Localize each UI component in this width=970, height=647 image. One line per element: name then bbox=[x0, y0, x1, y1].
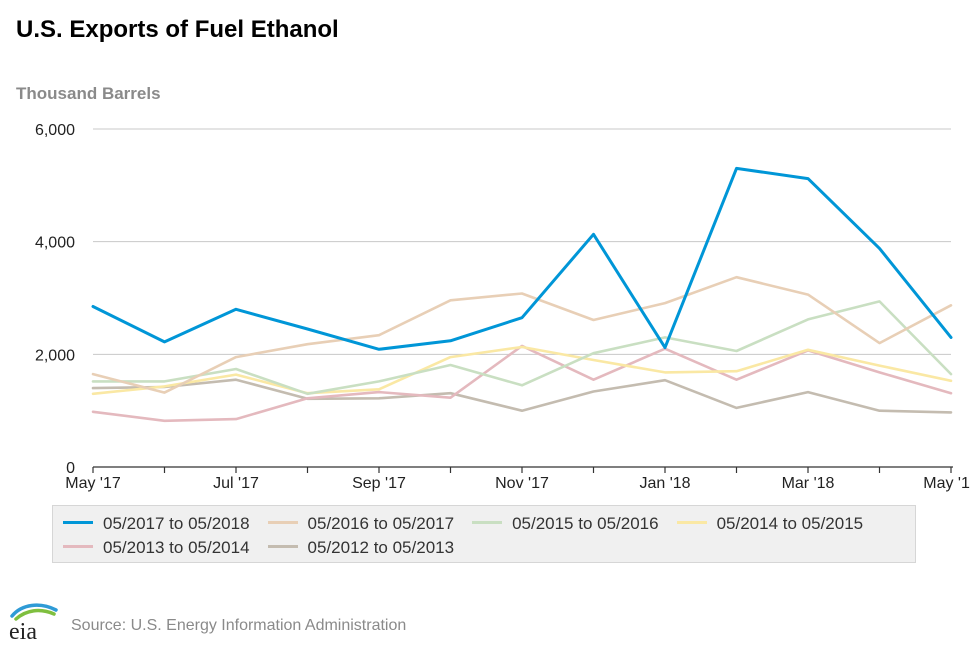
line-chart: 0 2,000 4,000 6,000 May '17 Jul '17 Sep '17 Nov… bbox=[35, 122, 970, 492]
x-tick-label: May '18 bbox=[923, 475, 970, 492]
series-lines bbox=[91, 166, 953, 423]
y-axis-units-label: Thousand Barrels bbox=[16, 84, 161, 103]
series-line bbox=[91, 300, 953, 396]
eia-logo-icon: eia bbox=[9, 603, 58, 642]
legend-label: 05/2015 to 05/2016 bbox=[512, 514, 659, 533]
legend-swatch bbox=[676, 521, 707, 525]
x-tick-label: Nov '17 bbox=[495, 475, 549, 492]
legend-swatch bbox=[472, 521, 503, 525]
x-tick-label: Jan '18 bbox=[639, 475, 690, 492]
legend-label: 05/2016 to 05/2017 bbox=[307, 514, 455, 533]
legend-swatch bbox=[267, 545, 298, 549]
source-note: Source: U.S. Energy Information Administ… bbox=[71, 617, 407, 634]
svg-text:eia: eia bbox=[9, 619, 37, 642]
grid-lines bbox=[93, 128, 951, 355]
series-line bbox=[91, 166, 953, 351]
series-line bbox=[91, 345, 953, 396]
chart-legend: 05/2017 to 05/2018 05/2016 to 05/2017 05/2… bbox=[52, 505, 916, 563]
legend-label: 05/2012 to 05/2013 bbox=[307, 538, 455, 557]
legend-swatch bbox=[267, 521, 298, 525]
y-tick-label: 2,000 bbox=[35, 347, 75, 364]
legend-label: 05/2013 to 05/2014 bbox=[103, 538, 250, 557]
y-tick-label: 0 bbox=[66, 460, 75, 477]
series-line bbox=[91, 275, 953, 394]
axes: 0 2,000 4,000 6,000 May '17 Jul '17 Sep '17 Nov… bbox=[35, 122, 970, 492]
legend-item[interactable]: 05/2014 to 05/2015 bbox=[676, 512, 864, 536]
legend-swatch bbox=[63, 521, 93, 525]
legend-item[interactable]: 05/2016 to 05/2017 bbox=[267, 512, 455, 536]
legend-item[interactable]: 05/2012 to 05/2013 bbox=[267, 536, 455, 560]
y-tick-label: 4,000 bbox=[35, 235, 75, 252]
legend-swatch bbox=[63, 545, 93, 549]
legend-item[interactable]: 05/2013 to 05/2014 bbox=[63, 536, 250, 560]
x-tick-label: Mar '18 bbox=[782, 475, 835, 492]
legend-label: 05/2014 to 05/2015 bbox=[716, 514, 864, 533]
legend-label: 05/2017 to 05/2018 bbox=[103, 514, 250, 533]
x-tick-label: Jul '17 bbox=[213, 475, 259, 492]
chart-title: U.S. Exports of Fuel Ethanol bbox=[16, 16, 339, 43]
x-tick-label: Sep '17 bbox=[352, 475, 406, 492]
x-tick-label: May '17 bbox=[65, 475, 121, 492]
footer: eia Source: U.S. Energy Information Admi… bbox=[0, 602, 500, 642]
series-line bbox=[91, 378, 953, 414]
legend-item[interactable]: 05/2015 to 05/2016 bbox=[472, 512, 659, 536]
legend-item[interactable]: 05/2017 to 05/2018 bbox=[63, 512, 250, 536]
y-tick-label: 6,000 bbox=[35, 122, 75, 139]
